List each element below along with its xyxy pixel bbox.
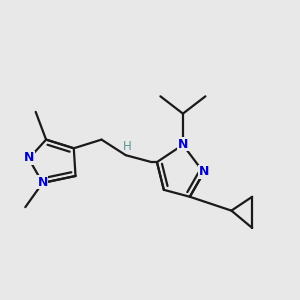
Text: N: N — [38, 176, 48, 189]
Text: N: N — [24, 152, 34, 164]
Text: N: N — [178, 138, 188, 151]
Text: H: H — [123, 140, 132, 153]
Text: N: N — [199, 165, 209, 178]
